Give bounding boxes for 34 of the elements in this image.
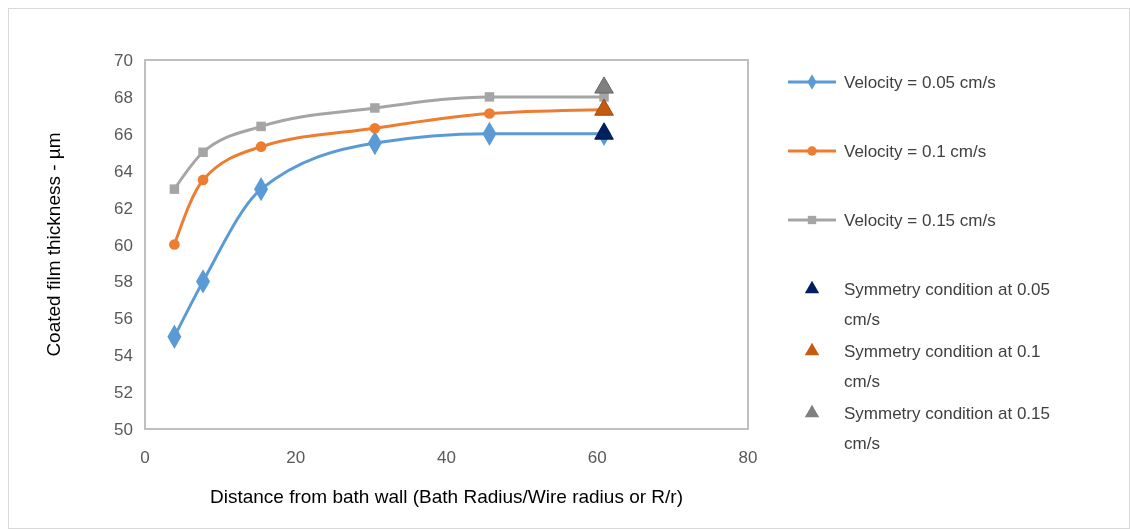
x-tick-label: 40 xyxy=(437,448,456,467)
y-tick-label: 50 xyxy=(114,420,133,439)
x-axis-title: Distance from bath wall (Bath Radius/Wire radius or R/r) xyxy=(209,486,684,507)
y-axis-title: Coated film thickness - µm xyxy=(43,132,64,357)
y-tick-label: 52 xyxy=(114,383,133,403)
y-tick-label: 60 xyxy=(114,235,133,255)
point xyxy=(255,141,267,153)
legend-label: Symmetry condition at 0.05 cm/s xyxy=(844,280,1050,329)
x-tick-label: 20 xyxy=(286,448,306,467)
point xyxy=(198,147,208,157)
y-tick-label: 54 xyxy=(114,346,133,366)
point xyxy=(484,92,495,102)
y-tick-label: 64 xyxy=(114,161,133,181)
legend-label: Velocity = 0.1 cm/s xyxy=(844,142,987,161)
point xyxy=(256,121,266,132)
x-tick-label: 80 xyxy=(738,448,758,467)
legend-label: Velocity = 0.15 cm/s xyxy=(844,211,996,230)
legend-label: Velocity = 0.05 cm/s xyxy=(844,73,996,92)
point xyxy=(197,174,209,186)
y-tick-label: 66 xyxy=(114,124,133,144)
legend-label: Symmetry condition at 0.15 cm/s xyxy=(844,404,1050,453)
y-tick-label: 56 xyxy=(114,309,133,329)
point xyxy=(169,239,180,250)
y-tick-label: 58 xyxy=(114,272,133,292)
x-tick-label: 0 xyxy=(140,448,150,467)
point xyxy=(169,184,180,194)
y-tick-label: 62 xyxy=(114,198,133,218)
legend-label: Symmetry condition at 0.1 cm/s xyxy=(844,342,1041,391)
y-tick-label: 68 xyxy=(114,87,133,107)
y-tick-label: 70 xyxy=(114,51,133,70)
point xyxy=(370,103,380,113)
x-tick-label: 60 xyxy=(587,448,607,467)
point xyxy=(484,108,495,119)
point xyxy=(369,122,381,134)
